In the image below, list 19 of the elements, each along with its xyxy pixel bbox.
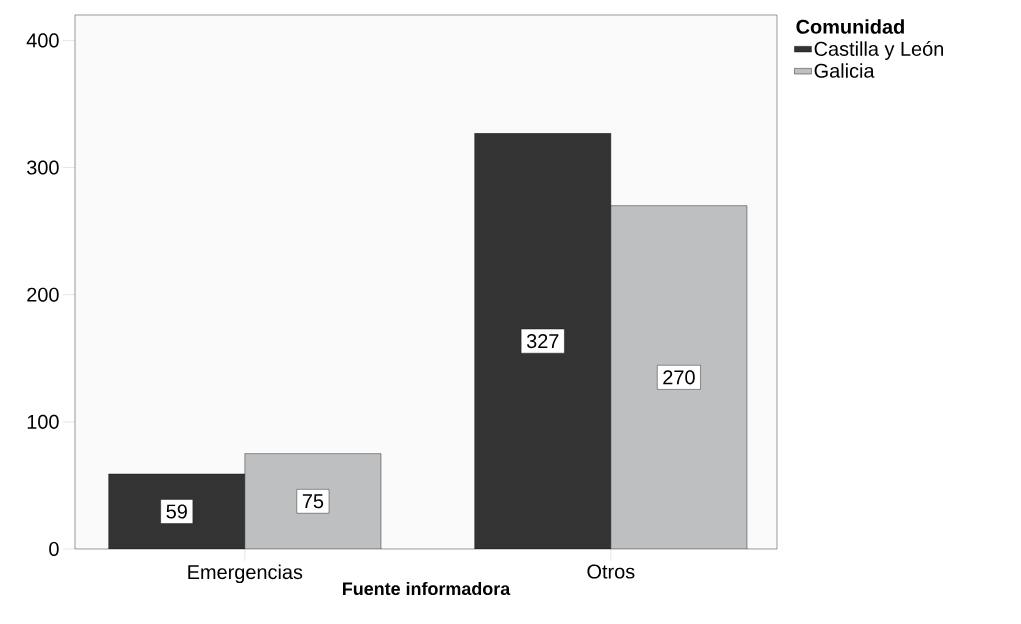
x-tick-label: Emergencias <box>188 564 303 584</box>
y-tick-label: 200 <box>27 287 59 302</box>
bar <box>244 453 382 549</box>
legend-label: Castilla y León <box>814 41 943 60</box>
x-tick-label: Otros <box>587 564 635 579</box>
data-label: 59 <box>166 504 187 519</box>
bar <box>474 133 612 549</box>
y-tick-label: 300 <box>27 160 59 175</box>
bar <box>108 473 246 549</box>
legend-title: Comunidad <box>796 19 904 34</box>
x-axis-title: Fuente informadora <box>343 581 511 596</box>
y-tick-label: 0 <box>49 541 59 557</box>
y-tick-label: 400 <box>26 33 59 48</box>
data-label: 270 <box>663 370 695 385</box>
y-tick-label: 100 <box>27 414 59 429</box>
legend-label: Galicia <box>814 63 875 78</box>
bar <box>610 205 748 549</box>
data-label: 327 <box>526 334 559 349</box>
data-label: 75 <box>302 494 324 509</box>
